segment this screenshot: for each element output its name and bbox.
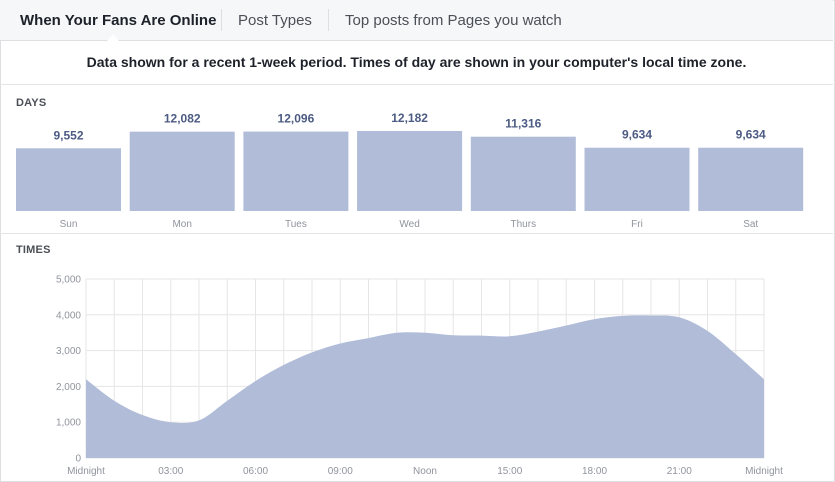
y-tick-label: 5,000 — [56, 275, 81, 286]
day-bar-value: 9,552 — [53, 128, 83, 142]
x-tick-label: 03:00 — [158, 466, 183, 477]
times-section-title: TIMES — [16, 244, 51, 256]
day-bar-label: Fri — [631, 219, 643, 230]
timezone-notice: Data shown for a recent 1-week period. T… — [86, 54, 747, 70]
day-bar-label: Sun — [60, 219, 78, 230]
tab-divider — [221, 9, 222, 31]
day-bar-value: 9,634 — [622, 128, 652, 142]
x-tick-label: Midnight — [67, 466, 105, 477]
y-tick-label: 1,000 — [56, 418, 81, 429]
active-tab-indicator — [107, 34, 119, 41]
day-bar-value: 12,182 — [391, 111, 428, 125]
day-bar-label: Mon — [172, 219, 191, 230]
y-tick-label: 2,000 — [56, 382, 81, 393]
tab-when-fans-online[interactable]: When Your Fans Are Online — [20, 12, 217, 29]
divider — [0, 84, 833, 85]
day-bar-value: 9,634 — [736, 128, 766, 142]
x-tick-label: 15:00 — [497, 466, 522, 477]
day-bar-value: 11,316 — [505, 117, 541, 131]
day-bar-label: Thurs — [511, 219, 537, 230]
x-tick-label: 18:00 — [582, 466, 607, 477]
online-fans-area — [86, 315, 764, 458]
x-tick-label: 09:00 — [328, 466, 353, 477]
x-tick-label: Midnight — [745, 466, 783, 477]
x-tick-label: 06:00 — [243, 466, 268, 477]
day-bar-value: 12,082 — [164, 112, 201, 126]
tab-post-types[interactable]: Post Types — [238, 12, 312, 29]
day-bar-value: 12,096 — [278, 112, 315, 126]
day-bar — [470, 136, 576, 211]
y-tick-label: 0 — [75, 454, 81, 465]
day-bar-label: Sat — [743, 219, 758, 230]
day-bar — [698, 147, 804, 211]
day-bar — [584, 147, 690, 211]
day-bar-label: Wed — [399, 219, 419, 230]
day-bar — [357, 131, 463, 211]
day-bar-label: Tues — [285, 219, 307, 230]
day-bar — [129, 131, 235, 211]
tab-bar: When Your Fans Are Online Post Types Top… — [0, 0, 833, 41]
divider — [0, 233, 833, 234]
tab-top-posts-pages-watched[interactable]: Top posts from Pages you watch — [345, 12, 562, 29]
x-tick-label: 21:00 — [667, 466, 692, 477]
tab-divider — [328, 9, 329, 31]
x-tick-label: Noon — [413, 466, 437, 477]
days-section-title: DAYS — [16, 97, 47, 109]
y-tick-label: 4,000 — [56, 310, 81, 321]
day-bar — [16, 148, 121, 211]
day-bar — [243, 131, 349, 211]
y-tick-label: 3,000 — [56, 346, 81, 357]
